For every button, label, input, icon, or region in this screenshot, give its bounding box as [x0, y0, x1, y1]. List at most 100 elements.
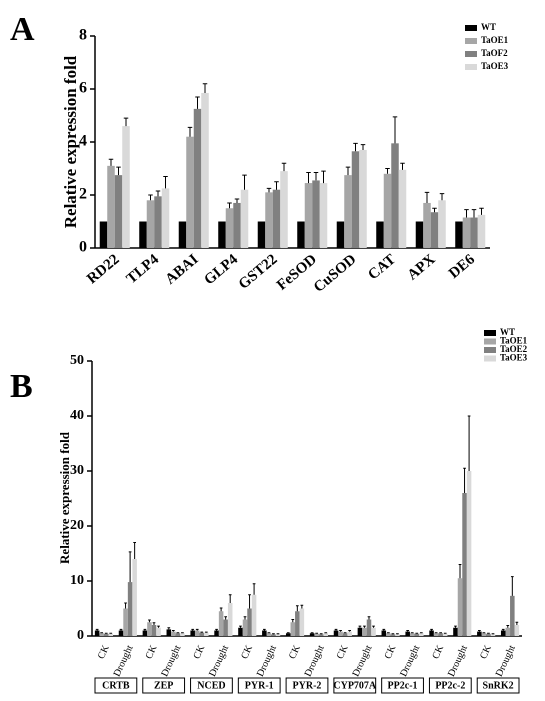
error-bar: [315, 632, 319, 634]
x-tick-label: GLP4: [201, 251, 241, 288]
bar: [344, 175, 352, 248]
bar: [391, 143, 399, 248]
bar: [299, 608, 305, 636]
x-tick-label: CK: [239, 643, 255, 661]
bar: [433, 633, 439, 636]
error-bar: [128, 551, 132, 583]
legend-swatch: [484, 355, 496, 362]
bar: [414, 633, 420, 636]
error-bar: [276, 633, 280, 635]
error-bar: [487, 632, 490, 634]
error-bar: [501, 628, 505, 631]
bar: [242, 619, 248, 636]
error-bar: [415, 632, 419, 634]
error-bar: [324, 632, 328, 634]
group-box: [381, 677, 424, 694]
group-box: [142, 677, 186, 694]
error-bar: [443, 632, 447, 634]
bar: [290, 622, 296, 636]
error-bar: [467, 415, 471, 471]
x-tick-label: Drought: [303, 643, 327, 678]
error-bar: [471, 209, 477, 218]
bar: [295, 611, 300, 636]
x-tick-label: CK: [383, 643, 399, 661]
bar: [333, 630, 339, 636]
bar: [323, 633, 329, 636]
bar: [477, 214, 486, 248]
bar: [309, 633, 315, 636]
bar: [99, 221, 108, 248]
bar: [178, 221, 187, 248]
y-tick-label: 4: [79, 133, 87, 150]
legend-label: TaOE3: [481, 61, 509, 71]
x-tick-label: DE6: [446, 251, 478, 282]
error-bar: [204, 631, 208, 633]
error-bar: [281, 162, 287, 172]
group-label: CRTB: [102, 680, 130, 691]
bar: [500, 630, 506, 636]
bar: [442, 633, 448, 636]
y-tick-label: 0: [79, 239, 87, 256]
bar: [510, 595, 515, 636]
x-tick-label: CK: [430, 643, 446, 661]
error-bar: [432, 207, 437, 213]
error-bar: [353, 142, 358, 152]
error-bar: [227, 202, 232, 209]
group-box: [476, 677, 520, 694]
error-bar: [215, 628, 218, 631]
error-bar: [367, 616, 371, 620]
error-bar: [286, 632, 290, 634]
bar: [180, 633, 185, 636]
error-bar: [148, 194, 153, 201]
bar: [505, 627, 511, 636]
legend-swatch: [465, 51, 477, 57]
legend-label: TaOE3: [500, 353, 528, 363]
error-bar: [386, 632, 390, 634]
bar: [312, 180, 320, 248]
bar: [423, 202, 431, 248]
error-bar: [104, 632, 108, 634]
error-bar: [148, 619, 151, 623]
bar: [238, 627, 243, 636]
error-bar: [510, 576, 514, 596]
legend-label: TaOE2: [500, 344, 528, 354]
error-bar: [392, 116, 398, 144]
x-tick-label: Drought: [112, 643, 136, 678]
bar: [265, 192, 273, 248]
bar: [318, 634, 324, 636]
error-bar: [116, 166, 121, 176]
group-label: PYR-1: [245, 680, 274, 691]
error-bar: [202, 83, 208, 93]
y-tick-label: 2: [79, 186, 87, 203]
error-bar: [410, 632, 414, 634]
error-bar: [243, 616, 247, 620]
legend-swatch: [484, 330, 496, 336]
bar: [103, 633, 109, 636]
error-bar: [434, 632, 438, 634]
bar: [477, 631, 482, 636]
error-bar: [274, 181, 279, 190]
error-bar: [100, 632, 104, 634]
error-bar: [313, 171, 319, 181]
error-bar: [424, 191, 430, 203]
y-tick-label: 10: [70, 573, 84, 588]
error-bar: [464, 209, 469, 218]
bar: [142, 630, 148, 636]
error-bar: [334, 628, 338, 631]
bar: [147, 622, 152, 636]
bar: [240, 189, 249, 248]
bar: [371, 627, 376, 636]
error-bar: [152, 622, 156, 625]
bar: [490, 634, 496, 636]
error-bar: [463, 467, 466, 493]
bar: [94, 630, 100, 636]
error-bar: [321, 170, 326, 184]
error-bar: [479, 207, 484, 215]
bar: [462, 493, 467, 636]
bar: [161, 188, 170, 248]
x-tick-label: TLP4: [124, 251, 163, 287]
bar: [386, 633, 391, 636]
bar: [214, 630, 219, 636]
panel-label: A: [10, 11, 35, 48]
bar: [218, 221, 226, 248]
